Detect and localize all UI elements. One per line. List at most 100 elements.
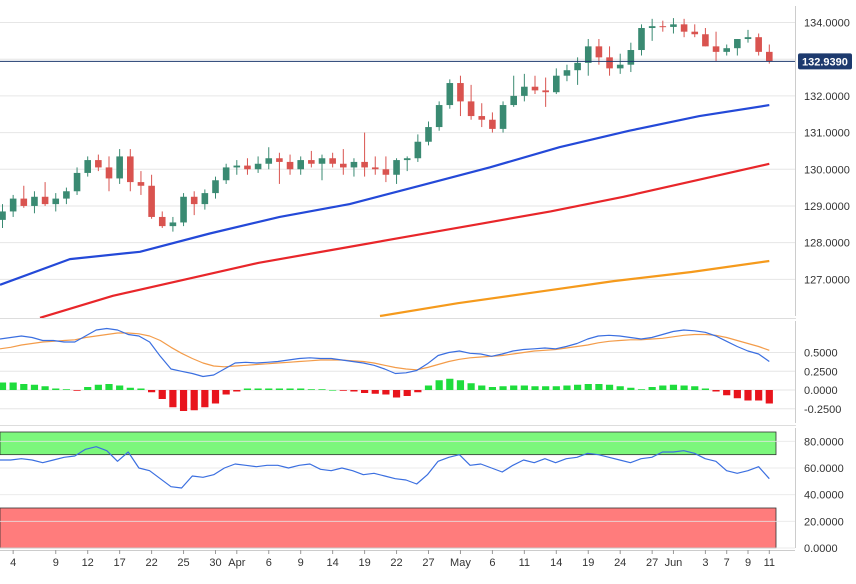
candle-body <box>52 198 60 205</box>
candle-body <box>222 167 230 181</box>
histogram-bar <box>94 384 102 390</box>
candle-body <box>297 160 304 170</box>
histogram-bar <box>637 389 646 390</box>
candle-body <box>467 101 475 117</box>
candle <box>659 20 667 32</box>
candle <box>180 193 187 227</box>
candle-body <box>41 196 49 205</box>
time-tick-label: 4 <box>10 557 16 569</box>
rsi-panel[interactable]: 80.0000 60.0000 40.0000 20.0000 0.0000 <box>0 428 844 555</box>
candle <box>723 44 730 56</box>
candle <box>73 167 81 195</box>
time-tick-label: Apr <box>228 557 245 569</box>
rsi-tick-label: 40.0000 <box>804 490 844 502</box>
candle-body <box>425 127 432 142</box>
candle-body <box>201 193 209 205</box>
histogram-bar <box>169 390 177 408</box>
rsi-series-line <box>0 446 770 489</box>
candle-body <box>595 46 603 58</box>
histogram-bar <box>254 388 262 390</box>
histogram-bar <box>286 388 294 390</box>
candle-body <box>734 39 741 49</box>
candle <box>616 53 624 74</box>
candle-body <box>638 28 645 51</box>
candle <box>84 156 91 177</box>
candle <box>169 216 177 232</box>
candle <box>510 75 517 107</box>
histogram-bar <box>531 386 539 390</box>
candle-body <box>20 198 28 206</box>
candle-body <box>755 37 762 52</box>
price-panel[interactable]: 134.0000133.0000132.0000131.0000130.0000… <box>0 6 852 319</box>
candle <box>467 84 475 120</box>
candle-body <box>308 160 315 164</box>
histogram-bar <box>552 386 560 390</box>
candle <box>648 18 656 41</box>
candle <box>563 64 571 82</box>
histogram-bar <box>105 384 113 390</box>
candle <box>116 149 123 184</box>
rsi-tick-label: 60.0000 <box>804 463 844 475</box>
time-tick-label: 30 <box>209 557 221 569</box>
oscillator-panel[interactable]: 0.5000 0.2500 0.0000 -0.2500 <box>0 321 841 423</box>
histogram-bar <box>52 388 60 390</box>
candle <box>233 160 241 175</box>
last-price-label: 132.9390 <box>802 56 848 68</box>
candle-body <box>723 48 730 52</box>
histogram-bar <box>467 383 475 390</box>
candle <box>286 154 294 175</box>
rsi-tick-label: 20.0000 <box>804 516 844 528</box>
candle <box>201 189 209 210</box>
candle-body <box>265 158 273 164</box>
rsi-tick-label: 80.0000 <box>804 436 844 448</box>
candle-body <box>403 158 411 161</box>
histogram-bar <box>30 384 39 390</box>
osc-tick-label: 0.0000 <box>804 385 838 397</box>
candle-body <box>350 161 358 168</box>
time-tick-label: May <box>450 557 471 569</box>
time-tick-label: 12 <box>82 557 94 569</box>
histogram-bar <box>403 390 411 396</box>
time-tick-label: 17 <box>114 557 126 569</box>
candle <box>63 187 70 205</box>
time-tick-label: 9 <box>53 557 59 569</box>
candle-body <box>499 105 507 129</box>
histogram-bar <box>0 382 7 390</box>
histogram-bar <box>723 390 731 396</box>
candle <box>148 174 155 219</box>
candle-body <box>84 160 91 173</box>
histogram-bar <box>243 388 252 390</box>
candle-body <box>190 196 198 205</box>
candle-body <box>659 26 667 28</box>
histogram-bar <box>424 385 433 390</box>
candle <box>734 39 741 56</box>
candle <box>0 204 6 228</box>
osc-fast-line <box>0 327 770 378</box>
candle-body <box>180 196 187 223</box>
histogram-bar <box>9 382 17 390</box>
histogram-bar <box>414 390 422 393</box>
candle-body <box>371 167 379 170</box>
candle <box>20 185 28 208</box>
candle <box>318 154 326 181</box>
histogram-bar <box>520 385 528 390</box>
histogram-bar <box>190 390 198 411</box>
histogram-bar <box>456 380 465 390</box>
histogram-bar <box>158 390 166 399</box>
candle-body <box>318 158 326 164</box>
candle-body <box>606 57 613 69</box>
candle <box>340 149 347 175</box>
candle <box>584 39 592 76</box>
histogram-bar <box>62 389 70 390</box>
candle <box>31 191 38 214</box>
candle <box>127 149 134 192</box>
histogram-bar <box>669 384 678 390</box>
histogram-bar <box>712 390 720 392</box>
histogram-bar <box>201 390 209 408</box>
candle <box>446 79 454 109</box>
candle-body <box>0 211 6 220</box>
osc-tick-label: 0.2500 <box>804 366 838 378</box>
candle <box>371 156 379 175</box>
